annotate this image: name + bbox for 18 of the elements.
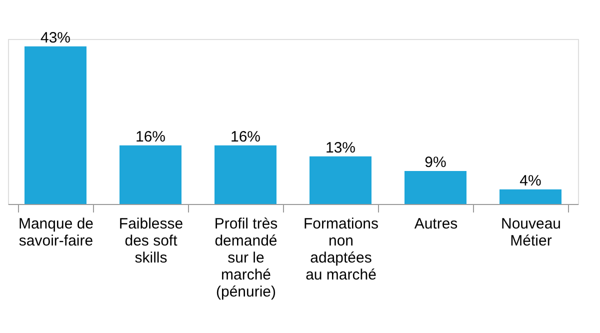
bar — [310, 156, 372, 204]
x-tick-label: Manque de savoir-faire — [18, 216, 94, 250]
data-label: 9% — [424, 154, 446, 171]
bar — [214, 145, 276, 204]
bar — [120, 145, 182, 204]
x-tick-label: Autres — [414, 216, 458, 232]
data-label: 43% — [40, 29, 71, 46]
bar — [24, 46, 86, 204]
x-tick-label: Formations non adaptées au marché — [303, 216, 379, 284]
bar — [404, 171, 466, 204]
data-label: 16% — [230, 128, 261, 146]
x-tick-label: Nouveau Métier — [500, 216, 562, 250]
data-label: 16% — [135, 128, 166, 146]
data-label: 4% — [520, 172, 542, 190]
bar — [500, 189, 562, 204]
x-tick-label: Profil très demandé sur le marché (pénurie) — [214, 216, 278, 300]
data-label: 13% — [325, 139, 356, 156]
x-tick-label: Faiblesse des soft skills — [118, 216, 184, 266]
